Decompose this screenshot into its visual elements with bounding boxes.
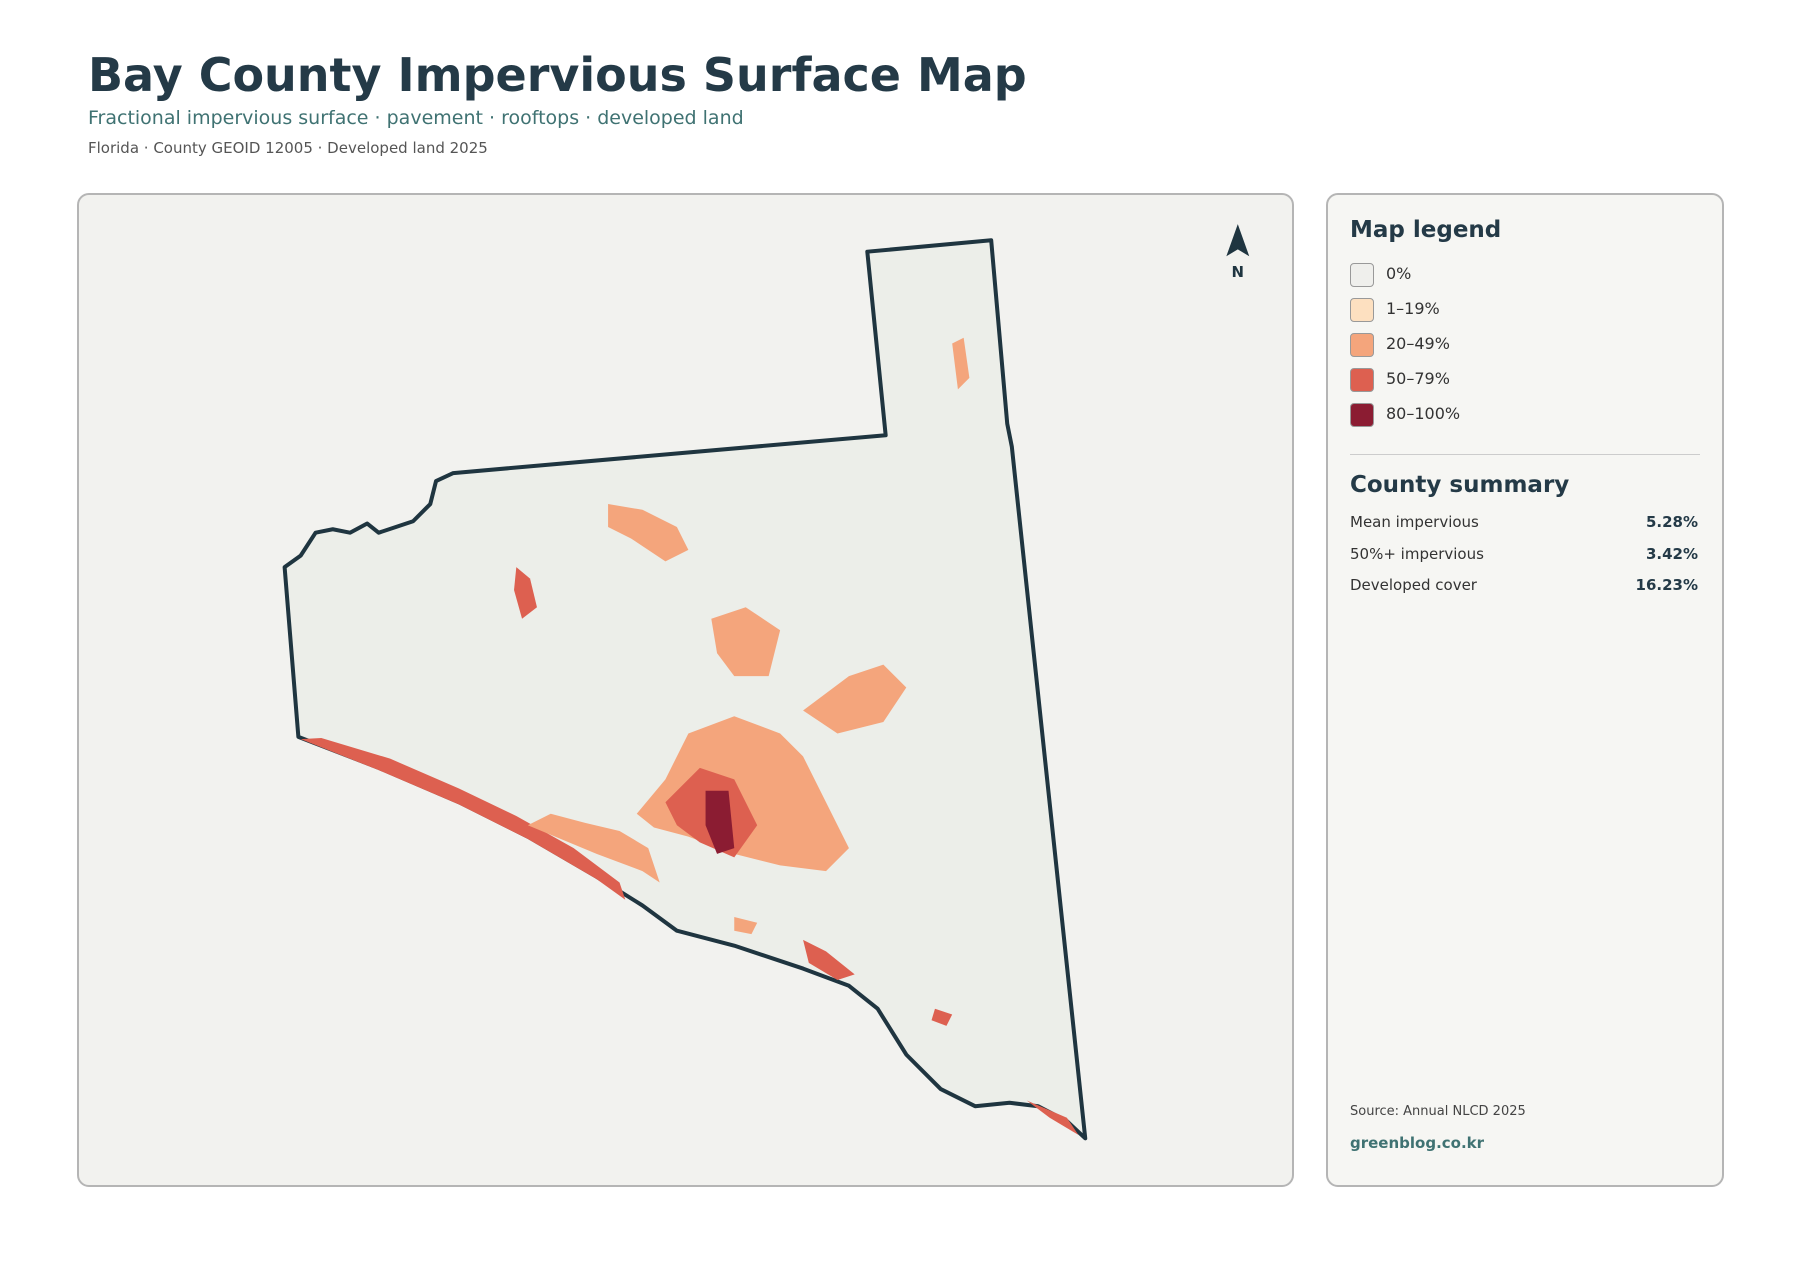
legend-swatch xyxy=(1350,368,1374,392)
summary-label: Mean impervious xyxy=(1350,513,1479,531)
legend-label: 50–79% xyxy=(1386,369,1450,388)
legend-label: 1–19% xyxy=(1386,299,1440,318)
site: greenblog.co.kr xyxy=(1350,1134,1485,1152)
north-arrow xyxy=(1226,224,1250,257)
legend-swatch xyxy=(1350,298,1374,322)
legend-label: 80–100% xyxy=(1386,404,1461,423)
summary-value: 16.23% xyxy=(1635,576,1698,594)
legend-title: Map legend xyxy=(1350,217,1502,243)
north-label: N xyxy=(1232,263,1244,281)
summary-label: Developed cover xyxy=(1350,576,1477,594)
summary-label: 50%+ impervious xyxy=(1350,544,1484,563)
legend-swatch xyxy=(1350,263,1374,287)
side-panel xyxy=(1326,193,1724,1187)
meta: Florida · County GEOID 12005 · Developed… xyxy=(88,139,488,157)
subtitle: Fractional impervious surface · pavement… xyxy=(88,107,744,129)
legend-swatch xyxy=(1350,333,1374,357)
title: Bay County Impervious Surface Map xyxy=(88,48,1027,102)
legend-swatch xyxy=(1350,403,1374,427)
divider xyxy=(1350,454,1700,455)
summary-value: 3.42% xyxy=(1645,544,1698,563)
legend-label: 20–49% xyxy=(1386,334,1450,353)
legend-label: 0% xyxy=(1386,264,1412,283)
source: Source: Annual NLCD 2025 xyxy=(1350,1104,1526,1119)
map: N xyxy=(282,224,1250,1141)
summary-value: 5.28% xyxy=(1645,513,1698,531)
summary-title: County summary xyxy=(1350,472,1570,498)
developed-areas xyxy=(300,337,1079,1135)
